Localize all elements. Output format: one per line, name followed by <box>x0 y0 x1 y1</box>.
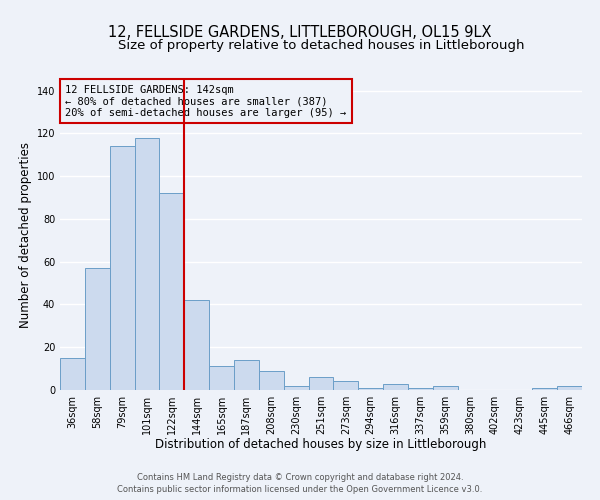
X-axis label: Distribution of detached houses by size in Littleborough: Distribution of detached houses by size … <box>155 438 487 452</box>
Text: 12, FELLSIDE GARDENS, LITTLEBOROUGH, OL15 9LX: 12, FELLSIDE GARDENS, LITTLEBOROUGH, OL1… <box>108 25 492 40</box>
Bar <box>408 388 433 390</box>
Bar <box>160 194 184 390</box>
Bar <box>284 386 308 390</box>
Bar <box>334 382 358 390</box>
Text: Contains HM Land Registry data © Crown copyright and database right 2024.: Contains HM Land Registry data © Crown c… <box>137 473 463 482</box>
Bar <box>60 358 85 390</box>
Bar <box>234 360 259 390</box>
Y-axis label: Number of detached properties: Number of detached properties <box>19 142 32 328</box>
Bar <box>433 386 458 390</box>
Bar <box>85 268 110 390</box>
Bar <box>259 371 284 390</box>
Text: 12 FELLSIDE GARDENS: 142sqm
← 80% of detached houses are smaller (387)
20% of se: 12 FELLSIDE GARDENS: 142sqm ← 80% of det… <box>65 84 346 118</box>
Bar <box>308 377 334 390</box>
Bar <box>184 300 209 390</box>
Bar <box>209 366 234 390</box>
Bar <box>110 146 134 390</box>
Bar <box>358 388 383 390</box>
Bar <box>557 386 582 390</box>
Text: Contains public sector information licensed under the Open Government Licence v3: Contains public sector information licen… <box>118 484 482 494</box>
Bar <box>383 384 408 390</box>
Bar <box>532 388 557 390</box>
Title: Size of property relative to detached houses in Littleborough: Size of property relative to detached ho… <box>118 40 524 52</box>
Bar <box>134 138 160 390</box>
